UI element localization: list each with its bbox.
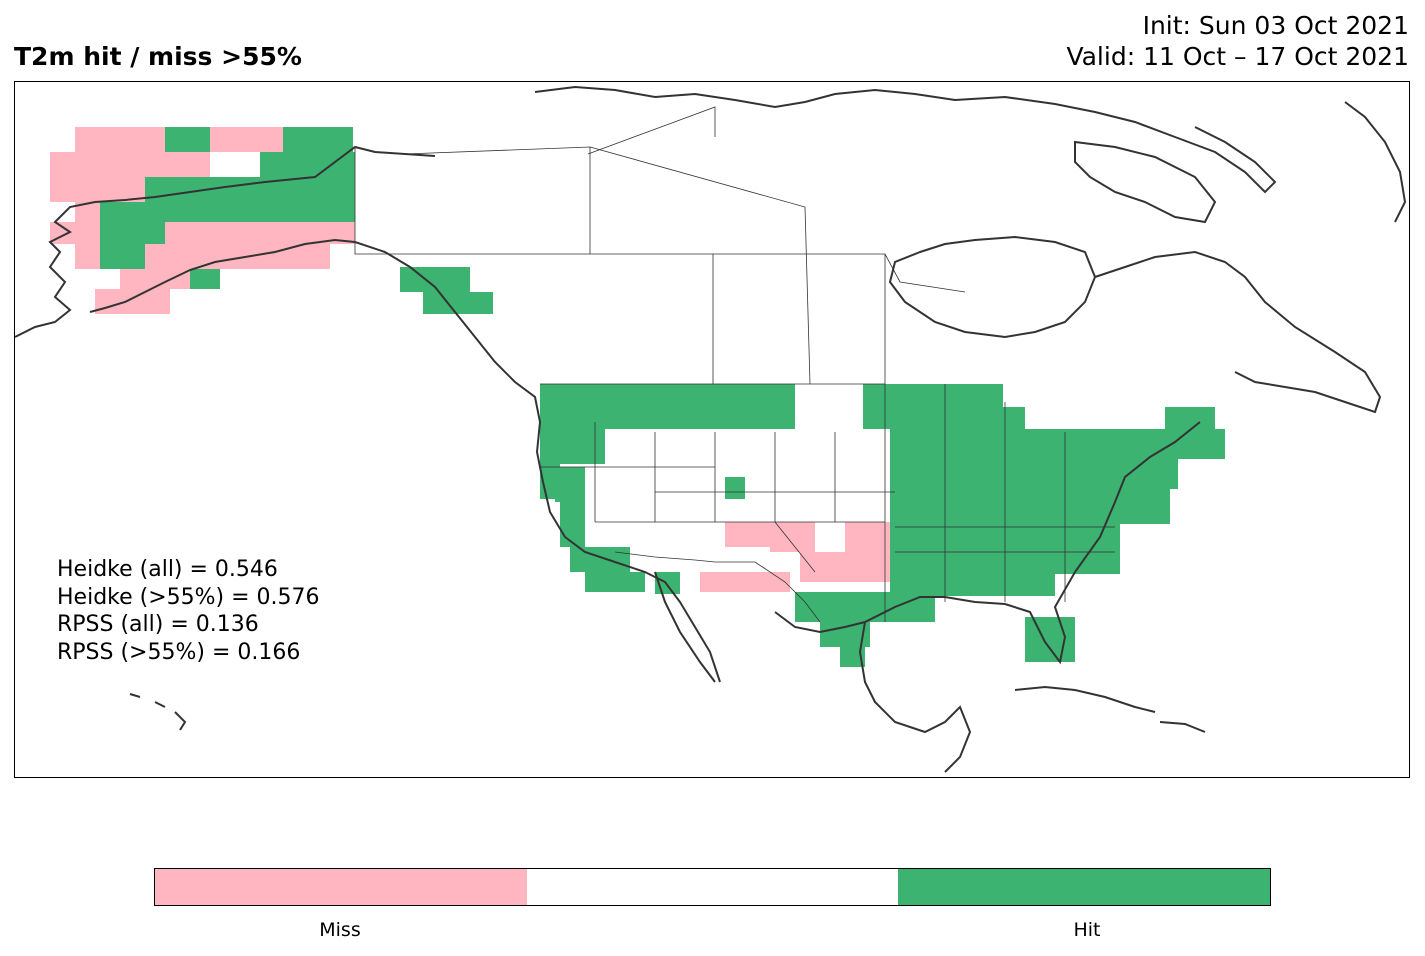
- hit-cell: [725, 477, 745, 499]
- rpss-all-stat: RPSS (all) = 0.136: [57, 612, 259, 637]
- map-svg: [15, 85, 1407, 773]
- hit-cell: [190, 269, 220, 289]
- colorbar: [154, 868, 1271, 906]
- hit-cell: [1025, 617, 1075, 662]
- miss-cell: [800, 552, 890, 582]
- miss-cell: [50, 152, 210, 177]
- hit-cell: [423, 292, 493, 314]
- init-date-label: Init: Sun 03 Oct 2021: [1142, 11, 1409, 40]
- miss-cell: [95, 289, 170, 314]
- mexico-coastline: [858, 621, 972, 773]
- miss-cell: [700, 572, 790, 592]
- hit-cell: [890, 429, 1075, 464]
- colorbar-miss-label: Miss: [319, 919, 361, 941]
- miss-cell: [725, 522, 770, 547]
- hit-cell: [890, 464, 1170, 524]
- alaska-peninsula-coastline: [89, 238, 356, 313]
- hit-cell: [540, 384, 785, 429]
- map-panel: [14, 81, 1410, 778]
- hit-cell: [1165, 407, 1215, 432]
- hawaii-coastline: [129, 693, 187, 731]
- map-title: T2m hit / miss >55%: [14, 42, 302, 71]
- hit-cell: [890, 574, 1055, 596]
- baffin-island-coastline: [1074, 140, 1217, 224]
- political-borders: [354, 106, 1115, 623]
- west-coast-coastline: [354, 241, 721, 683]
- miss-cell: [165, 222, 355, 244]
- greenland-coastline: [1344, 101, 1407, 223]
- miss-cell: [845, 522, 890, 552]
- forecast-cells: [50, 127, 1225, 667]
- valid-period-label: Valid: 11 Oct – 17 Oct 2021: [1066, 42, 1409, 71]
- hit-cell: [560, 429, 605, 464]
- hispaniola-coastline: [1159, 721, 1206, 733]
- us-mexico-border: [614, 551, 821, 623]
- miss-cell: [145, 244, 330, 269]
- hudson-bay-coastline: [888, 235, 1097, 339]
- coastlines: [15, 85, 1407, 773]
- miss-cell: [75, 127, 165, 152]
- hit-cell: [145, 177, 355, 202]
- rpss-55-stat: RPSS (>55%) = 0.166: [57, 639, 301, 665]
- hit-cell: [570, 547, 630, 572]
- miss-cell: [210, 127, 285, 152]
- hit-cell: [840, 647, 865, 667]
- colorbar-neutral-segment: [526, 869, 899, 905]
- alaska-coastline: [15, 145, 436, 338]
- hit-cell: [283, 127, 353, 152]
- miss-cell: [50, 222, 100, 244]
- cuba-coastline: [1014, 685, 1156, 713]
- colorbar-miss-segment: [155, 869, 527, 905]
- hit-cell: [560, 502, 585, 547]
- heidke-all-stat: Heidke (all) = 0.546: [57, 557, 278, 582]
- miss-cell: [770, 522, 815, 552]
- us-canada-border: [354, 147, 966, 293]
- hit-cell: [1070, 429, 1225, 459]
- labrador-coastline: [1094, 250, 1382, 414]
- hit-cell: [260, 152, 355, 177]
- canada-province-borders: [404, 106, 886, 385]
- hit-cell: [555, 467, 585, 502]
- colorbar-hit-segment: [898, 869, 1271, 905]
- colorbar-hit-label: Hit: [1073, 919, 1101, 941]
- verification-stats: Heidke (all) = 0.546 Heidke (>55%) = 0.5…: [57, 556, 320, 666]
- arctic-islands-coastline: [534, 85, 1277, 194]
- miss-cell: [120, 269, 190, 289]
- baja-coastline: [654, 571, 716, 683]
- hit-cell: [100, 202, 355, 222]
- hit-cell: [165, 127, 210, 152]
- miss-cell: [75, 244, 100, 269]
- hit-cell: [920, 407, 1025, 432]
- hit-cell: [785, 384, 795, 429]
- hit-cell: [100, 244, 145, 269]
- miss-cell: [50, 177, 145, 202]
- gulf-coast-coastline: [774, 421, 1201, 665]
- us-state-borders: [540, 383, 1115, 622]
- hit-cell: [585, 572, 645, 592]
- hit-cell: [100, 222, 165, 244]
- heidke-55-stat: Heidke (>55%) = 0.576: [57, 584, 320, 610]
- hit-cell: [795, 592, 935, 622]
